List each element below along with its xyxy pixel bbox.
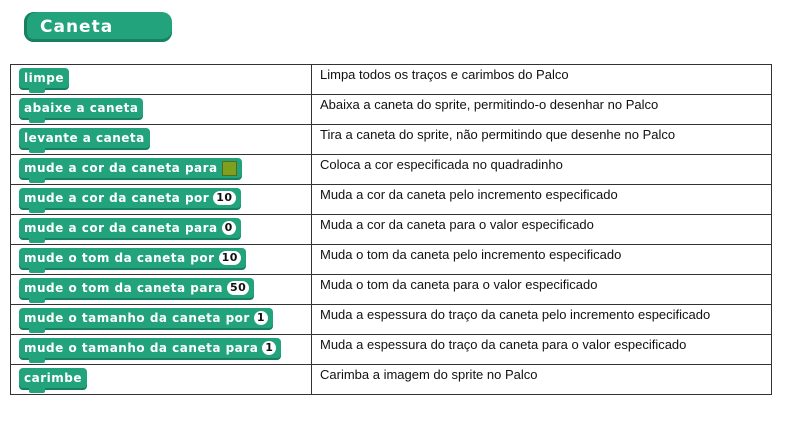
- pen-block[interactable]: mude o tom da caneta por 10: [19, 248, 246, 273]
- description-cell: Coloca a cor especificada no quadradinho: [311, 154, 772, 185]
- block-label: mude a cor da caneta por: [24, 191, 210, 205]
- pen-block[interactable]: levante a caneta: [19, 128, 150, 153]
- block-label: limpe: [24, 71, 64, 85]
- pen-block[interactable]: carimbe: [19, 368, 87, 393]
- table-row: carimbe Carimba a imagem do sprite no Pal…: [10, 364, 772, 395]
- table-row: limpe Limpa todos os traços e carimbos do…: [10, 64, 772, 95]
- number-input[interactable]: 10: [218, 251, 241, 265]
- number-input[interactable]: 0: [221, 221, 236, 235]
- table-row: mude o tom da caneta para 50 Muda o tom da…: [10, 274, 772, 305]
- block-label: mude o tamanho da caneta para: [24, 341, 259, 355]
- number-input[interactable]: 50: [227, 281, 250, 295]
- block-cell: mude o tom da caneta por 10: [10, 244, 312, 275]
- block-cell: levante a caneta: [10, 124, 312, 155]
- block-cell: mude a cor da caneta para: [10, 154, 312, 185]
- block-label: abaixe a caneta: [24, 101, 139, 115]
- pen-block[interactable]: mude a cor da caneta por 10: [19, 188, 241, 213]
- block-cell: mude o tamanho da caneta por 1: [10, 304, 312, 335]
- table-row: mude a cor da caneta por 10 Muda a cor da …: [10, 184, 772, 215]
- table-row: abaixe a caneta Abaixa a caneta do sprite…: [10, 94, 772, 125]
- description-cell: Muda a cor da caneta para o valor especi…: [311, 214, 772, 245]
- description-cell: Muda o tom da caneta para o valor especi…: [311, 274, 772, 305]
- description-cell: Carimba a imagem do sprite no Palco: [311, 364, 772, 395]
- table-row: mude o tom da caneta por 10 Muda o tom da …: [10, 244, 772, 275]
- description-cell: Limpa todos os traços e carimbos do Palc…: [311, 64, 772, 95]
- pen-block[interactable]: limpe: [19, 68, 69, 93]
- block-label: mude o tom da caneta para: [24, 281, 224, 295]
- table-row: mude o tamanho da caneta por 1 Muda a espe…: [10, 304, 772, 335]
- description-cell: Muda a espessura do traço da caneta para…: [311, 334, 772, 365]
- pen-block[interactable]: mude a cor da caneta para: [19, 158, 242, 183]
- block-cell: mude o tom da caneta para 50: [10, 274, 312, 305]
- description-cell: Tira a caneta do sprite, não permitindo …: [311, 124, 772, 155]
- pen-block[interactable]: mude o tamanho da caneta por 1: [19, 308, 273, 333]
- table-row: mude o tamanho da caneta para 1 Muda a esp…: [10, 334, 772, 365]
- pen-block[interactable]: mude a cor da caneta para 0: [19, 218, 241, 243]
- number-input[interactable]: 10: [213, 191, 236, 205]
- pen-block[interactable]: abaixe a caneta: [19, 98, 144, 123]
- blocks-table: limpe Limpa todos os traços e carimbos do…: [10, 64, 772, 395]
- description-cell: Muda a espessura do traço da caneta pelo…: [311, 304, 772, 335]
- table-row: levante a caneta Tira a caneta do sprite,…: [10, 124, 772, 155]
- block-label: mude o tom da caneta por: [24, 251, 215, 265]
- category-header-caneta[interactable]: Caneta: [24, 12, 172, 42]
- block-cell: abaixe a caneta: [10, 94, 312, 125]
- pen-block[interactable]: mude o tamanho da caneta para 1: [19, 338, 282, 363]
- description-cell: Muda a cor da caneta pelo incremento esp…: [311, 184, 772, 215]
- block-cell: carimbe: [10, 364, 312, 395]
- block-label: levante a caneta: [24, 131, 145, 145]
- description-cell: Muda o tom da caneta pelo incremento esp…: [311, 244, 772, 275]
- table-row: mude a cor da caneta para 0 Muda a cor da …: [10, 214, 772, 245]
- block-label: mude a cor da caneta para: [24, 221, 218, 235]
- block-label: mude a cor da caneta para: [24, 161, 218, 175]
- block-label: carimbe: [24, 371, 82, 385]
- number-input[interactable]: 1: [253, 311, 268, 325]
- description-cell: Abaixa a caneta do sprite, permitindo-o …: [311, 94, 772, 125]
- block-label: mude o tamanho da caneta por: [24, 311, 250, 325]
- block-cell: mude a cor da caneta para 0: [10, 214, 312, 245]
- block-cell: mude a cor da caneta por 10: [10, 184, 312, 215]
- block-cell: mude o tamanho da caneta para 1: [10, 334, 312, 365]
- block-cell: limpe: [10, 64, 312, 95]
- number-input[interactable]: 1: [262, 341, 277, 355]
- color-swatch[interactable]: [221, 160, 237, 176]
- table-row: mude a cor da caneta para Coloca a cor es…: [10, 154, 772, 185]
- pen-block[interactable]: mude o tom da caneta para 50: [19, 278, 255, 303]
